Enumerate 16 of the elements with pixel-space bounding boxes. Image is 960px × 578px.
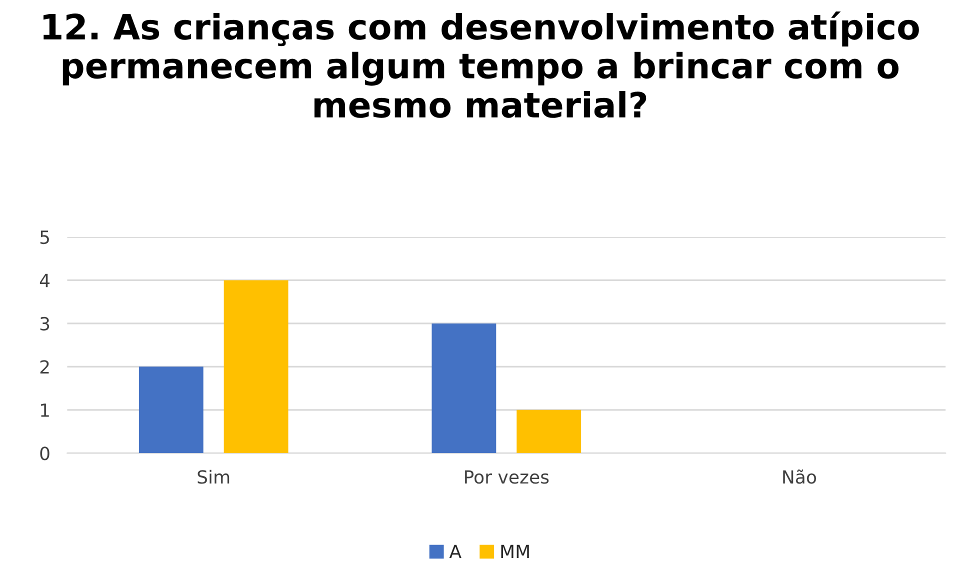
y-tick-label: 0 — [40, 446, 50, 460]
x-tick-label: Sim — [198, 470, 230, 484]
y-tick-label: 4 — [40, 274, 50, 288]
y-tick-label: 1 — [41, 404, 49, 417]
y-tick-label: 5 — [40, 230, 49, 244]
y-tick-label: 2 — [40, 360, 49, 374]
legend-label: MM — [501, 544, 529, 558]
x-tick-label: Por vezes — [465, 470, 549, 484]
legend-label: A — [449, 544, 462, 558]
chart-title: 12. As crianças com desenvolvimento atípico permanecem algum tempo a brincar com o mesmo material? — [43, 12, 919, 118]
y-tick-label: 3 — [40, 316, 50, 331]
bar — [516, 410, 582, 454]
bar — [138, 366, 204, 454]
x-tick-label: Não — [783, 470, 816, 484]
bar — [432, 323, 496, 454]
bar — [224, 280, 288, 454]
